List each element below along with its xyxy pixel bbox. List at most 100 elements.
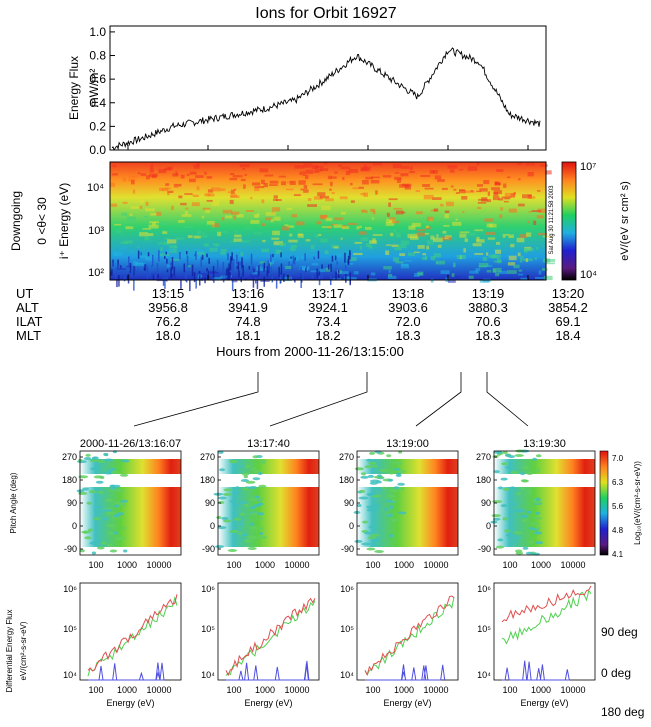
spectrogram-cell (508, 234, 514, 238)
pitch-cell (258, 484, 267, 488)
spectrogram-cell (159, 187, 164, 191)
spectrogram-cell (319, 195, 330, 199)
spectrogram-cell (212, 248, 216, 251)
spectrogram-cell (319, 268, 325, 273)
spectrogram-cell (444, 210, 450, 213)
flux-ytick-label: 10⁶ (63, 584, 77, 594)
spectrogram-cell (229, 177, 238, 181)
spectrogram-cell (272, 207, 281, 212)
spectrogram-cell (344, 252, 346, 263)
spectrogram-cell (474, 229, 484, 232)
spectrogram-cell (493, 260, 502, 263)
pitch-cell (250, 522, 255, 526)
spectrogram-cell (332, 278, 342, 280)
spectrogram-cell (264, 174, 274, 177)
spectrogram-cell (222, 271, 225, 278)
spectrogram-cell (496, 257, 499, 260)
pitch-cell (496, 545, 504, 549)
spectrogram-cell (256, 266, 265, 271)
energy-flux-ylabel: Energy Flux (67, 56, 81, 120)
spectrogram-cell (176, 237, 184, 240)
pitch-cell (218, 496, 227, 500)
spectrogram-cell (305, 265, 308, 268)
spectrogram-cell (333, 246, 339, 249)
spectrogram-cell (137, 246, 140, 248)
pitch-cell (397, 482, 405, 486)
table-cell: 18.2 (315, 328, 340, 343)
spectrogram-cell (474, 253, 484, 255)
pitch-cell (109, 549, 118, 553)
legend-entry: 90 deg (601, 625, 638, 639)
spectrogram-cell (451, 273, 455, 277)
pitch-cell (497, 538, 504, 542)
spectrogram-cell (123, 242, 128, 244)
spectrogram-cell (288, 261, 290, 266)
spectrogram-cell (458, 168, 464, 171)
spectrogram-cell (323, 162, 328, 165)
spectrogram-cell (139, 205, 143, 209)
spectrogram-cell (472, 243, 482, 247)
spectrogram-cell (164, 237, 170, 240)
spectrogram-cell (444, 213, 449, 219)
spectrogram-cell (513, 192, 516, 195)
spectrogram-cell (318, 271, 320, 277)
spectrogram-cell (489, 223, 497, 228)
spectrogram-cell (358, 231, 367, 235)
spectrogram-cell (270, 254, 272, 262)
spectrogram-cell (535, 247, 539, 250)
spectrogram-cell (482, 257, 488, 261)
pitch-cell (514, 454, 524, 457)
spectrogram-cell (520, 277, 528, 281)
pitch-cell (360, 472, 367, 476)
spectrogram-cell (321, 273, 323, 279)
spectrogram-cell (324, 250, 329, 254)
spectrogram-cell (118, 274, 120, 287)
spectrogram-cell (192, 194, 199, 197)
pitch-cell (252, 455, 259, 459)
spectrogram-cell (255, 277, 257, 284)
spectrogram-cell (166, 258, 168, 264)
pitch-cell (253, 469, 261, 473)
pitch-cell (358, 496, 369, 500)
pitch-cell (368, 525, 375, 529)
pitch-cell (358, 489, 366, 493)
flux-xtick-label: 10000 (146, 685, 171, 695)
spectrogram-cell (391, 220, 400, 224)
spectrogram-cell (304, 253, 306, 261)
pitch-xtick-label: 100 (365, 560, 380, 570)
spectrogram-cell (196, 186, 200, 191)
spectrogram-cell (422, 184, 430, 187)
spectrogram-cell (199, 235, 208, 238)
pitch-cell (389, 489, 400, 493)
pitch-cell (117, 536, 126, 540)
spectrogram-cell (285, 188, 294, 191)
pitch-cell (244, 503, 249, 507)
spectrogram-cell (261, 179, 265, 184)
pitch-cell (381, 486, 387, 490)
pitch-ytick-label: 90 (481, 498, 491, 508)
spectrogram-cell (390, 232, 394, 237)
spectrogram-cell (156, 211, 162, 216)
spectrogram-cell (353, 252, 363, 256)
spectrogram-cell (416, 211, 423, 215)
chart-title: Ions for Orbit 16927 (255, 5, 397, 22)
pitch-cell (516, 492, 521, 496)
table-cell: 13:15 (152, 286, 185, 301)
spectrogram-cell (193, 235, 201, 239)
energy-flux-yunit: mW/m² (87, 69, 101, 108)
pitch-cell (97, 510, 103, 514)
table-cell: 18.3 (395, 328, 420, 343)
pitch-cell (366, 547, 376, 551)
time-axis-label: Hours from 2000-11-26/13:15:00 (216, 344, 404, 359)
spectrogram-cell (289, 180, 296, 185)
spectrogram-cell (189, 178, 196, 183)
pitch-ytick-label: 0 (72, 521, 77, 531)
spectrogram-cell (200, 256, 202, 267)
spectrogram-cell (316, 221, 322, 225)
spectrogram-cell (338, 269, 340, 274)
pitch-cell (90, 467, 99, 471)
spectrogram-cell (164, 277, 166, 289)
spectrogram-cell (227, 267, 229, 276)
pitch-cell (253, 504, 262, 507)
spectrogram-cell (476, 190, 482, 193)
